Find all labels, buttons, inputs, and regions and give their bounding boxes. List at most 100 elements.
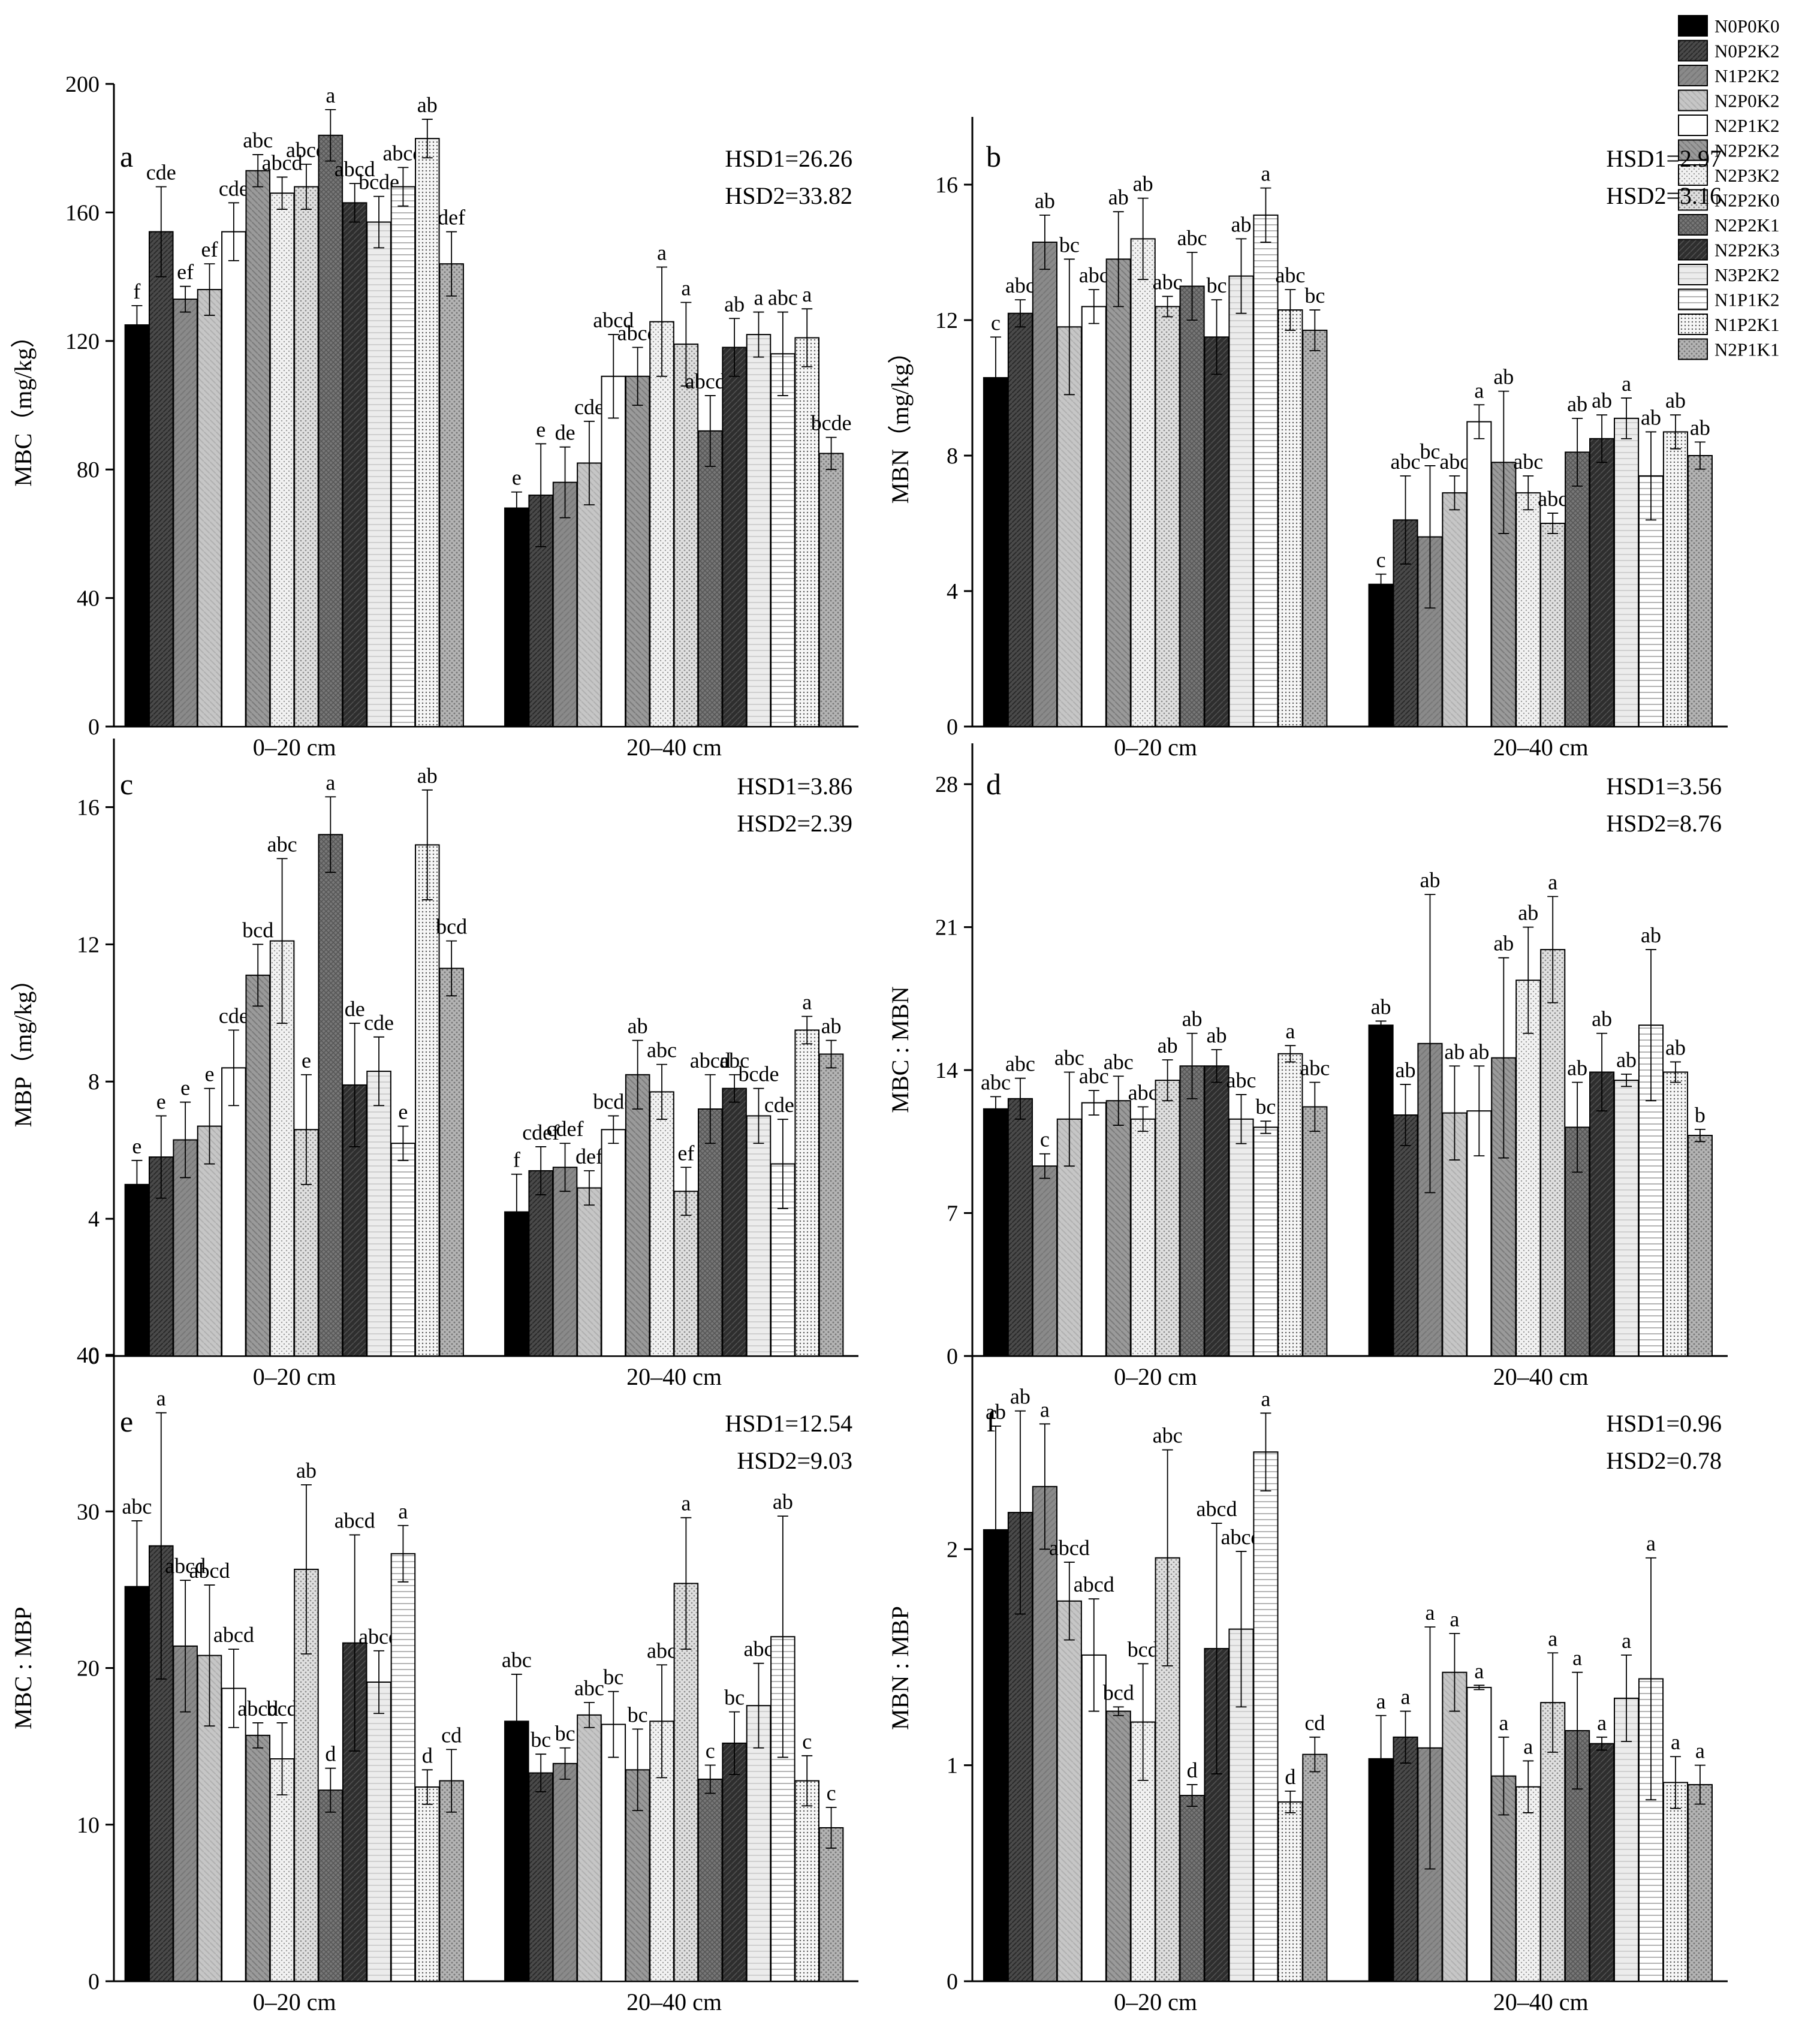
bar — [221, 1067, 246, 1357]
significance-letter: abc — [1153, 270, 1183, 294]
hsd-annotation: HSD2=33.82 — [725, 182, 852, 209]
significance-letter: abcd — [262, 150, 303, 174]
significance-letter: ab — [1108, 185, 1129, 209]
y-tick-label: 30 — [77, 1499, 100, 1524]
significance-letter: ab — [1665, 388, 1686, 412]
y-tick-label: 0 — [947, 1969, 958, 1994]
legend-label: N2P2K0 — [1714, 190, 1780, 211]
hsd-annotation: HSD1=3.86 — [737, 773, 852, 800]
significance-letter: ab — [1665, 1035, 1686, 1059]
significance-letter: ab — [1493, 365, 1514, 389]
y-tick-label: 28 — [935, 772, 958, 797]
bar — [1662, 1782, 1689, 1982]
x-group-label: 20–40 cm — [626, 1363, 722, 1390]
significance-letter: e — [536, 417, 546, 441]
y-axis-label: MBN（mg/kg） — [887, 340, 914, 504]
bar — [269, 192, 295, 727]
bar — [1368, 583, 1394, 728]
bar — [770, 353, 796, 727]
significance-letter: ab — [1010, 1385, 1030, 1409]
bar — [269, 1758, 295, 1982]
significance-letter: bc — [1304, 284, 1325, 308]
significance-letter: a — [1376, 1689, 1386, 1713]
significance-letter: ab — [1420, 868, 1440, 892]
significance-letter: d — [325, 1742, 336, 1766]
significance-letter: cd — [441, 1723, 462, 1747]
bar — [649, 321, 674, 727]
bar — [1130, 1118, 1156, 1357]
chart-panel-d: 0 7 14 21 28 MBC : MBN d HSD1=3.56 HSD2=8.76 0–20… — [887, 743, 1728, 1390]
significance-letter: ab — [1396, 1058, 1416, 1082]
significance-letter: c — [827, 1781, 836, 1805]
significance-letter: a — [681, 276, 691, 300]
y-tick-label: 16 — [935, 173, 958, 198]
bar — [197, 1125, 222, 1357]
significance-letter: def — [575, 1144, 603, 1168]
significance-letter: abc — [768, 286, 798, 310]
hsd-annotation: HSD1=0.96 — [1606, 1410, 1722, 1437]
significance-letter: abc — [1079, 263, 1109, 287]
y-tick-label: 12 — [935, 308, 958, 333]
significance-letter: a — [1285, 1019, 1295, 1043]
y-tick-label: 160 — [65, 200, 100, 225]
significance-letter: bcd — [242, 918, 273, 942]
significance-letter: abc — [743, 1637, 773, 1661]
bar — [1687, 1135, 1713, 1357]
significance-letter: e — [156, 1089, 166, 1113]
significance-letter: ab — [628, 1014, 648, 1038]
significance-letter: abc — [1300, 1056, 1330, 1080]
chart-panel-e: 0 10 20 30 40 MBC : MBP e HSD1=12.54 HSD2=9.03 0–… — [10, 1343, 858, 2015]
bar — [1515, 980, 1541, 1357]
y-axis-label: MBC : MBP — [10, 1607, 37, 1729]
significance-letter: e — [180, 1076, 190, 1100]
bar — [1638, 1024, 1664, 1357]
bar — [577, 462, 602, 727]
significance-letter: abcd — [237, 1696, 278, 1720]
significance-letter: bc — [1207, 273, 1227, 297]
legend-label: N0P0K0 — [1714, 16, 1780, 37]
significance-letter: ab — [1567, 392, 1587, 416]
significance-letter: a — [1261, 1387, 1270, 1411]
significance-letter: ab — [986, 1400, 1006, 1424]
bar — [415, 138, 440, 727]
bar — [1179, 1795, 1205, 1982]
significance-letter: bc — [1059, 233, 1080, 257]
bar — [528, 1170, 553, 1357]
bar — [1277, 309, 1303, 727]
significance-letter: abc — [1391, 450, 1421, 474]
significance-letter: bc — [555, 1722, 575, 1746]
bar — [1032, 1485, 1057, 1982]
significance-letter: ef — [677, 1141, 694, 1165]
bar — [1614, 1080, 1640, 1357]
hsd-annotation: HSD1=26.26 — [725, 145, 852, 172]
significance-letter: abc — [1538, 487, 1568, 511]
bar — [1228, 1118, 1254, 1357]
bar — [124, 324, 150, 727]
bar — [601, 1723, 626, 1982]
bar — [148, 231, 174, 727]
significance-letter: bcd — [436, 915, 467, 939]
bar — [552, 1167, 578, 1357]
significance-letter: ab — [773, 1490, 793, 1514]
significance-letter: c — [991, 311, 1001, 335]
significance-letter: abc — [502, 1648, 532, 1672]
significance-letter: bc — [724, 1686, 745, 1710]
significance-letter: ab — [724, 292, 745, 316]
bar — [722, 1742, 747, 1982]
significance-letter: ab — [1371, 995, 1391, 1018]
significance-letter: cde — [219, 176, 249, 200]
bar — [1614, 1697, 1640, 1982]
significance-letter: cde — [219, 1004, 249, 1027]
legend-label: N3P2K2 — [1714, 264, 1780, 285]
legend-swatch — [1678, 89, 1708, 112]
significance-letter: a — [1040, 1397, 1050, 1421]
y-tick-label: 8 — [947, 444, 958, 469]
significance-letter: a — [1548, 870, 1557, 894]
bar — [366, 221, 391, 728]
bar — [1589, 438, 1615, 727]
x-group-label: 0–20 cm — [1114, 1363, 1197, 1390]
significance-letter: a — [1695, 1739, 1705, 1763]
significance-letter: abcd — [335, 1508, 375, 1532]
significance-letter: c — [1376, 548, 1386, 572]
y-tick-label: 16 — [77, 795, 100, 820]
